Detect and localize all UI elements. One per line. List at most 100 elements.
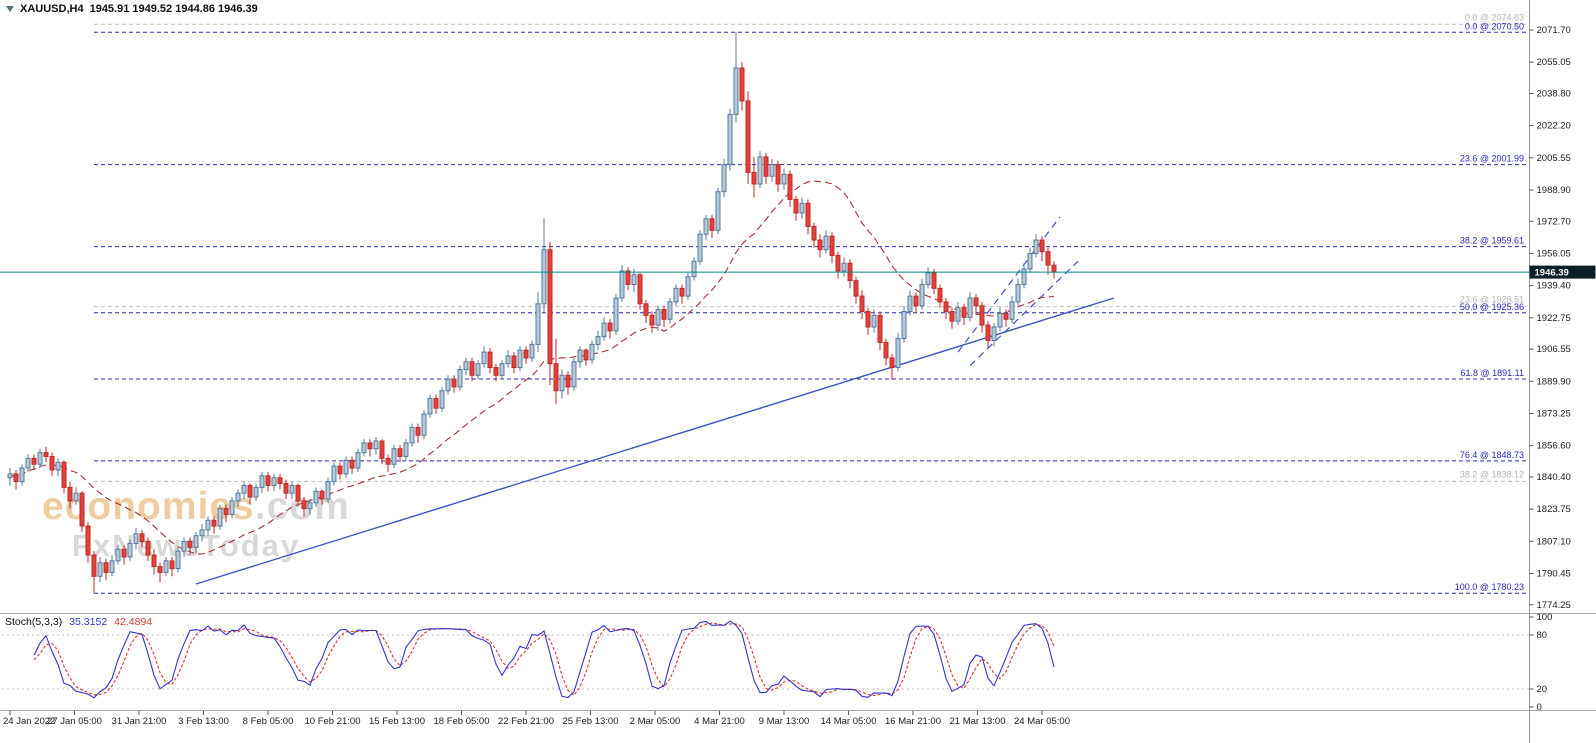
- candle-up: [631, 274, 637, 285]
- candle-up: [403, 442, 409, 457]
- candle-up: [769, 164, 775, 177]
- candle-up: [667, 301, 673, 320]
- price-axis[interactable]: 2071.70 2055.05 2038.80 2022.20 2005.55 1988.…: [1529, 0, 1596, 743]
- candle-up: [289, 484, 295, 494]
- candle-down: [913, 295, 919, 307]
- time-tick-label: 24 Jan 2022: [3, 716, 55, 727]
- candle-up: [601, 322, 607, 338]
- candle-down: [739, 67, 745, 102]
- price-tick-label: 2071.70: [1537, 25, 1571, 36]
- support-trendline[interactable]: [195, 297, 1115, 585]
- candle-down: [877, 314, 883, 343]
- stochastic-panel[interactable]: 100 80 20 0: [2, 612, 1552, 713]
- candle-down: [223, 508, 229, 515]
- candle-up: [895, 338, 901, 369]
- candle-down: [265, 475, 271, 486]
- candle-up: [439, 390, 445, 409]
- candle-down: [469, 361, 475, 376]
- price-tick-label: 1807.10: [1537, 536, 1571, 547]
- candle-up: [541, 249, 547, 305]
- candle-down: [817, 239, 823, 251]
- candle-up: [313, 490, 319, 504]
- symbol-marker-icon: [6, 6, 14, 12]
- candle-down: [709, 218, 715, 231]
- candle-up: [733, 67, 739, 115]
- candle-down: [583, 349, 589, 361]
- candle-up: [919, 283, 925, 307]
- candle-down: [337, 465, 343, 475]
- candle-down: [121, 548, 127, 558]
- candle-up: [421, 413, 427, 436]
- candle-up: [691, 260, 697, 278]
- candle-down: [493, 367, 499, 376]
- current-price-badge: [1529, 265, 1596, 279]
- candle-down: [67, 486, 73, 502]
- fib-level-label: 100.0 @ 1780.23: [1455, 582, 1524, 592]
- candle-up: [673, 287, 679, 303]
- candle-up: [133, 533, 139, 544]
- time-tick-label: 24 Mar 05:00: [1014, 716, 1070, 727]
- candle-down: [865, 311, 871, 328]
- candle-up: [355, 452, 361, 469]
- fib-level-label: 61.8 @ 1891.11: [1460, 368, 1524, 378]
- time-tick-label: 25 Feb 13:00: [563, 716, 619, 727]
- candle-down: [385, 457, 391, 465]
- candle-down: [511, 355, 517, 369]
- candle-up: [715, 191, 721, 231]
- candle-up: [925, 272, 931, 285]
- candle-down: [889, 357, 895, 369]
- candle-down: [1051, 264, 1057, 273]
- candle-up: [409, 426, 415, 444]
- price-tick-label: 1873.25: [1537, 408, 1571, 419]
- candle-up: [55, 461, 61, 471]
- stoch-main-line: [33, 620, 1055, 699]
- candle-down: [103, 562, 109, 573]
- candle-up: [697, 233, 703, 262]
- candle-up: [235, 492, 241, 502]
- candle-down: [943, 301, 949, 313]
- candle-up: [73, 492, 79, 502]
- time-tick-label: 16 Mar 21:00: [885, 716, 941, 727]
- fib-level-label: 50.0 @ 1925.36: [1460, 302, 1524, 312]
- stoch-tick-label: 0: [1537, 702, 1542, 713]
- time-tick-label: 10 Feb 21:00: [305, 716, 361, 727]
- candle-up: [463, 361, 469, 371]
- candle-up: [217, 508, 223, 527]
- candle-down: [433, 397, 439, 409]
- price-tick-label: 1840.40: [1537, 472, 1571, 483]
- candle-up: [535, 303, 541, 345]
- candle-down: [883, 341, 889, 359]
- fibonacci-blue-layer[interactable]: 0.0 @ 2070.50 23.6 @ 2001.99 38.2 @ 1959.6…: [94, 21, 1529, 594]
- candle-up: [1015, 283, 1021, 303]
- candle-down: [91, 554, 97, 577]
- candle-down: [745, 100, 751, 173]
- price-tick-label: 1906.55: [1537, 344, 1571, 355]
- candle-down: [301, 500, 307, 510]
- candle-up: [181, 540, 187, 552]
- candle-up: [991, 326, 997, 342]
- time-tick-label: 8 Feb 05:00: [243, 716, 294, 727]
- candle-down: [973, 297, 979, 307]
- candle-down: [187, 540, 193, 548]
- candle-up: [685, 276, 691, 297]
- candle-up: [109, 560, 115, 573]
- candle-down: [85, 525, 91, 556]
- price-tick-label: 2038.80: [1537, 89, 1571, 100]
- candle-down: [79, 492, 85, 527]
- candle-down: [931, 272, 937, 289]
- dashed-trendline[interactable]: [957, 216, 1061, 353]
- candle-down: [295, 484, 301, 502]
- candle-up: [457, 369, 463, 388]
- price-tick-label: 1972.70: [1537, 216, 1571, 227]
- candle-down: [43, 452, 49, 457]
- stoch-d-value: 42.4894: [114, 616, 153, 628]
- candle-down: [787, 173, 793, 200]
- candle-up: [307, 502, 313, 510]
- candle-down: [829, 235, 835, 256]
- fib-level-label: 38.2 @ 1838.12: [1460, 469, 1524, 479]
- candle-up: [25, 457, 31, 469]
- time-tick-label: 31 Jan 21:00: [112, 716, 167, 727]
- stoch-signal-line: [33, 622, 1055, 697]
